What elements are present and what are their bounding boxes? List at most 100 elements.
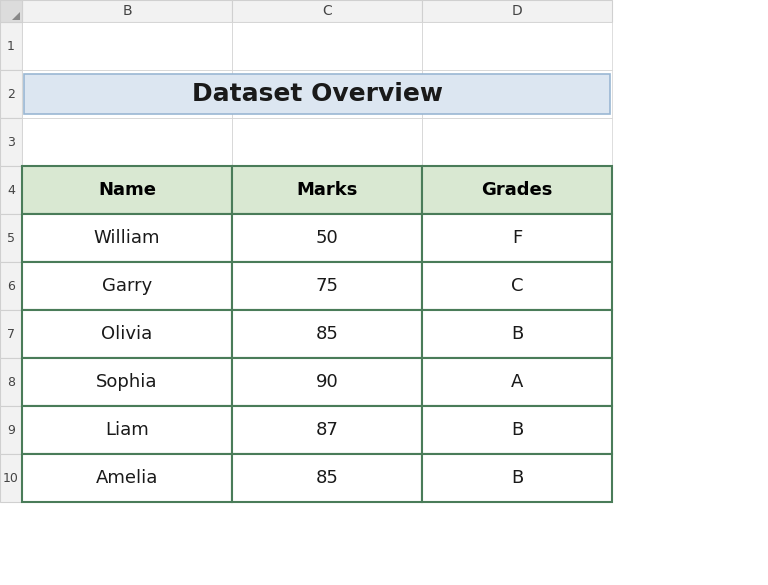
FancyBboxPatch shape xyxy=(232,166,422,214)
FancyBboxPatch shape xyxy=(0,0,22,22)
FancyBboxPatch shape xyxy=(22,358,232,406)
FancyBboxPatch shape xyxy=(0,70,22,118)
FancyBboxPatch shape xyxy=(22,454,232,502)
Text: Name: Name xyxy=(98,181,156,199)
Text: Olivia: Olivia xyxy=(101,325,153,343)
FancyBboxPatch shape xyxy=(422,0,612,22)
FancyBboxPatch shape xyxy=(422,214,612,262)
FancyBboxPatch shape xyxy=(232,310,422,358)
FancyBboxPatch shape xyxy=(22,166,232,214)
FancyBboxPatch shape xyxy=(0,406,22,454)
FancyBboxPatch shape xyxy=(232,406,422,454)
FancyBboxPatch shape xyxy=(232,454,422,502)
Text: 8: 8 xyxy=(7,376,15,388)
FancyBboxPatch shape xyxy=(422,310,612,358)
FancyBboxPatch shape xyxy=(22,310,232,358)
Text: 4: 4 xyxy=(7,184,15,197)
Text: B: B xyxy=(122,4,132,18)
FancyBboxPatch shape xyxy=(422,166,612,214)
Text: 90: 90 xyxy=(316,373,339,391)
FancyBboxPatch shape xyxy=(232,118,422,166)
FancyBboxPatch shape xyxy=(0,454,22,502)
FancyBboxPatch shape xyxy=(422,310,612,358)
Text: 3: 3 xyxy=(7,136,15,149)
FancyBboxPatch shape xyxy=(422,166,612,214)
FancyBboxPatch shape xyxy=(22,166,232,214)
FancyBboxPatch shape xyxy=(422,406,612,454)
FancyBboxPatch shape xyxy=(422,214,612,262)
Text: F: F xyxy=(512,229,522,247)
FancyBboxPatch shape xyxy=(422,358,612,406)
Text: 10: 10 xyxy=(3,472,19,484)
FancyBboxPatch shape xyxy=(0,310,22,358)
FancyBboxPatch shape xyxy=(0,118,22,166)
FancyBboxPatch shape xyxy=(232,166,422,214)
FancyBboxPatch shape xyxy=(22,310,232,358)
FancyBboxPatch shape xyxy=(22,0,232,22)
Text: B: B xyxy=(511,421,523,439)
FancyBboxPatch shape xyxy=(22,262,232,310)
Text: Grades: Grades xyxy=(482,181,553,199)
FancyBboxPatch shape xyxy=(422,454,612,502)
FancyBboxPatch shape xyxy=(22,262,232,310)
FancyBboxPatch shape xyxy=(422,358,612,406)
Text: C: C xyxy=(511,277,523,295)
FancyBboxPatch shape xyxy=(0,262,22,310)
Text: 85: 85 xyxy=(316,469,339,487)
Text: Garry: Garry xyxy=(102,277,152,295)
FancyBboxPatch shape xyxy=(0,214,22,262)
FancyBboxPatch shape xyxy=(232,0,422,22)
Text: Amelia: Amelia xyxy=(96,469,158,487)
Text: D: D xyxy=(511,4,522,18)
FancyBboxPatch shape xyxy=(422,262,612,310)
FancyBboxPatch shape xyxy=(232,22,422,70)
Polygon shape xyxy=(12,12,20,20)
FancyBboxPatch shape xyxy=(0,0,22,22)
FancyBboxPatch shape xyxy=(0,22,22,70)
Text: Sophia: Sophia xyxy=(96,373,157,391)
FancyBboxPatch shape xyxy=(422,22,612,70)
FancyBboxPatch shape xyxy=(422,118,612,166)
FancyBboxPatch shape xyxy=(22,118,232,166)
Text: Marks: Marks xyxy=(296,181,358,199)
FancyBboxPatch shape xyxy=(232,358,422,406)
FancyBboxPatch shape xyxy=(422,406,612,454)
Text: 5: 5 xyxy=(7,232,15,245)
FancyBboxPatch shape xyxy=(24,74,610,114)
Text: 9: 9 xyxy=(7,424,15,436)
Text: Liam: Liam xyxy=(105,421,149,439)
FancyBboxPatch shape xyxy=(232,262,422,310)
Text: 6: 6 xyxy=(7,280,15,292)
Text: C: C xyxy=(322,4,332,18)
FancyBboxPatch shape xyxy=(232,406,422,454)
FancyBboxPatch shape xyxy=(232,262,422,310)
FancyBboxPatch shape xyxy=(22,406,232,454)
FancyBboxPatch shape xyxy=(232,214,422,262)
Text: B: B xyxy=(511,325,523,343)
FancyBboxPatch shape xyxy=(0,166,22,214)
FancyBboxPatch shape xyxy=(422,454,612,502)
Text: 75: 75 xyxy=(316,277,339,295)
Text: 1: 1 xyxy=(7,40,15,53)
Text: 7: 7 xyxy=(7,328,15,340)
FancyBboxPatch shape xyxy=(232,310,422,358)
Text: Dataset Overview: Dataset Overview xyxy=(191,82,442,106)
Text: 50: 50 xyxy=(316,229,339,247)
FancyBboxPatch shape xyxy=(22,358,232,406)
FancyBboxPatch shape xyxy=(22,70,232,118)
FancyBboxPatch shape xyxy=(232,358,422,406)
Text: B: B xyxy=(511,469,523,487)
Text: 2: 2 xyxy=(7,88,15,101)
FancyBboxPatch shape xyxy=(232,70,422,118)
Text: 85: 85 xyxy=(316,325,339,343)
FancyBboxPatch shape xyxy=(232,454,422,502)
FancyBboxPatch shape xyxy=(232,214,422,262)
FancyBboxPatch shape xyxy=(22,22,232,70)
FancyBboxPatch shape xyxy=(422,70,612,118)
Text: William: William xyxy=(94,229,161,247)
Text: 87: 87 xyxy=(316,421,339,439)
FancyBboxPatch shape xyxy=(22,454,232,502)
Text: A: A xyxy=(511,373,523,391)
FancyBboxPatch shape xyxy=(22,406,232,454)
FancyBboxPatch shape xyxy=(22,214,232,262)
